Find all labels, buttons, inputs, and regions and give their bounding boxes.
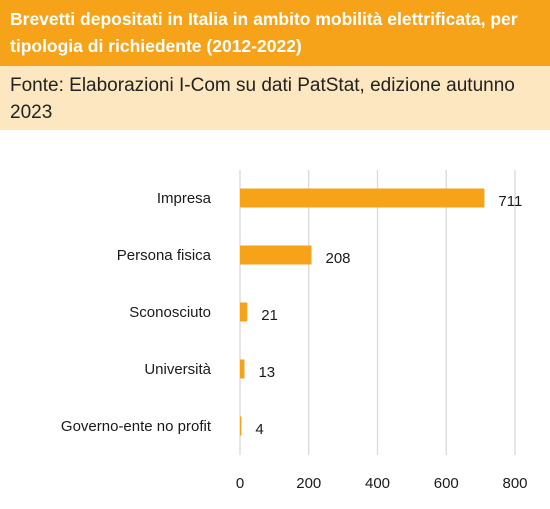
chart-title: Brevetti depositati in Italia in ambito … <box>0 0 550 66</box>
category-label: Università <box>144 361 211 378</box>
bar <box>240 245 312 265</box>
chart-source: Fonte: Elaborazioni I-Com su dati PatSta… <box>0 66 550 130</box>
category-label: Persona fisica <box>117 247 212 264</box>
category-label: Impresa <box>157 190 212 207</box>
data-label: 208 <box>326 250 351 267</box>
x-tick-label: 600 <box>434 475 459 492</box>
x-tick-label: 0 <box>236 475 244 492</box>
x-tick-label: 400 <box>365 475 390 492</box>
x-tick-label: 800 <box>502 475 527 492</box>
x-tick-label: 200 <box>296 475 321 492</box>
category-label: Sconosciuto <box>129 304 211 321</box>
bar <box>240 359 245 379</box>
data-label: 711 <box>498 193 522 210</box>
category-label: Governo-ente no profit <box>61 418 212 435</box>
data-label: 13 <box>258 364 275 381</box>
data-label: 4 <box>255 421 263 438</box>
bar <box>240 302 248 322</box>
bar <box>240 416 242 436</box>
data-label: 21 <box>261 307 278 324</box>
bar <box>240 188 485 208</box>
